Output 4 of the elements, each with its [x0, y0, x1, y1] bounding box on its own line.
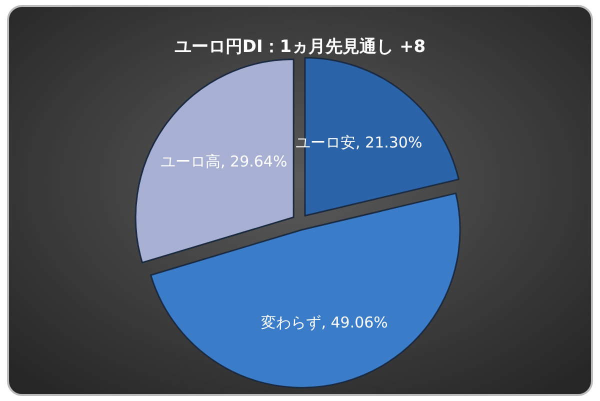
slice-label: ユーロ安, 21.30% — [296, 133, 422, 152]
chart-title: ユーロ円DI：1ヵ月先見通し +8 — [174, 37, 426, 57]
slice-label: ユーロ高, 29.64% — [160, 152, 288, 171]
slice-label: 変わらず, 49.06% — [261, 313, 388, 332]
